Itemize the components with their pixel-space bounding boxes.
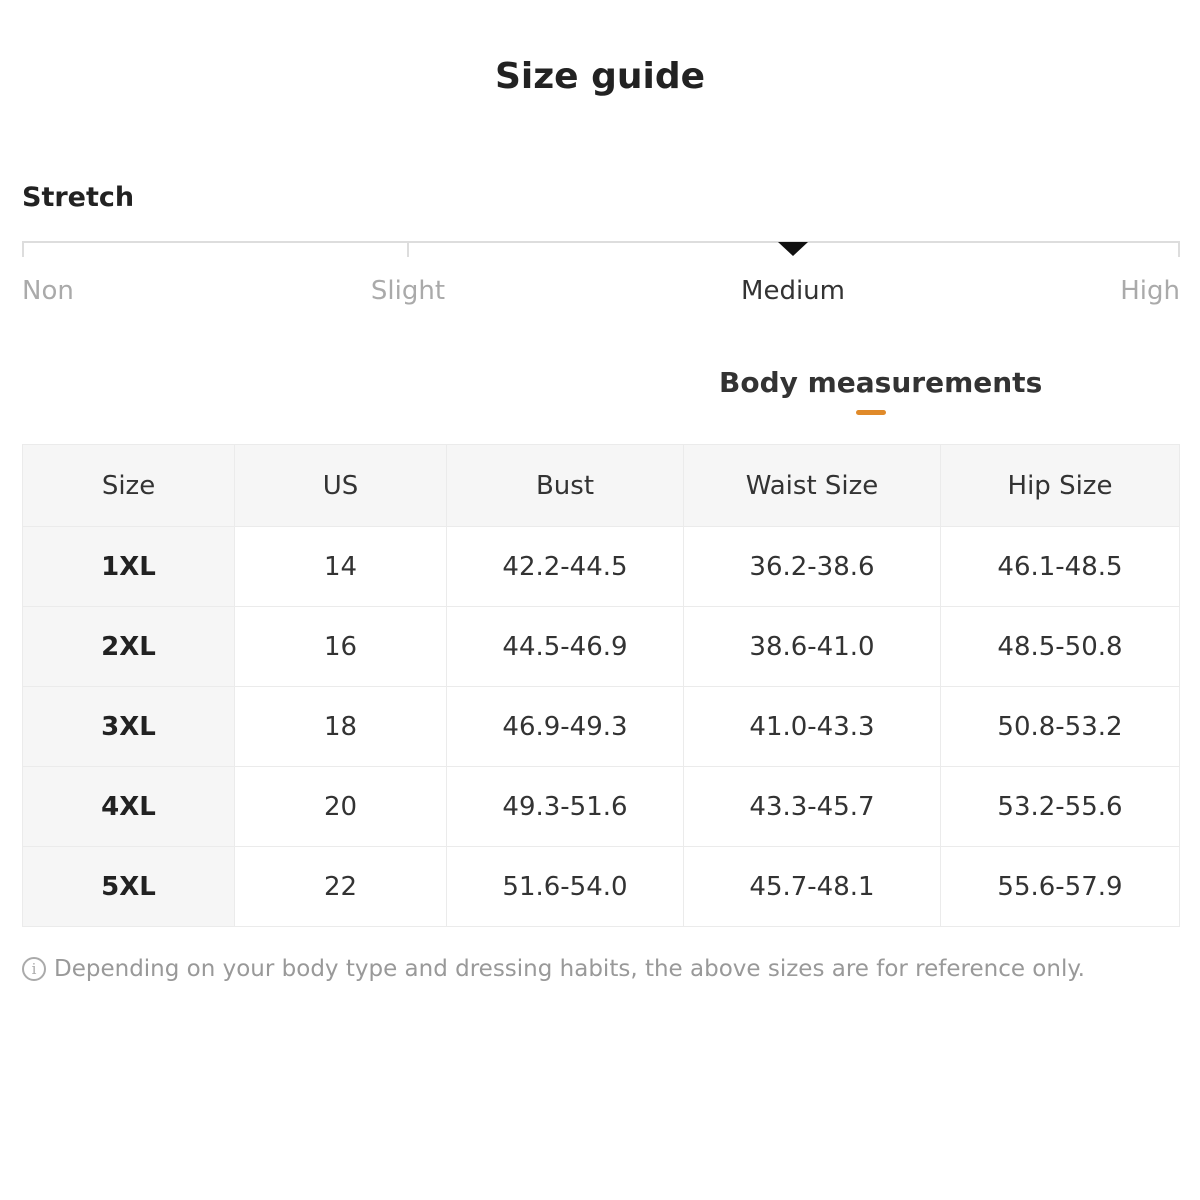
stretch-tick xyxy=(407,241,409,257)
cell-bust: 49.3-51.6 xyxy=(446,766,684,847)
cell-bust: 44.5-46.9 xyxy=(446,606,684,687)
cell-us: 18 xyxy=(234,686,447,767)
note-text: Depending on your body type and dressing… xyxy=(54,956,1085,982)
table-row: 5XL 22 51.6-54.0 45.7-48.1 55.6-57.9 xyxy=(22,846,1180,927)
stretch-level-slight: Slight xyxy=(370,276,446,306)
tab-body-measurements[interactable]: Body measurements xyxy=(719,366,1043,399)
header-size: Size xyxy=(22,444,235,527)
page-title: Size guide xyxy=(494,56,706,97)
cell-hip: 53.2-55.6 xyxy=(940,766,1180,847)
cell-size: 5XL xyxy=(22,846,235,927)
header-bust: Bust xyxy=(446,444,684,527)
info-icon: i xyxy=(22,957,46,981)
cell-size: 1XL xyxy=(22,526,235,607)
stretch-level-medium: Medium xyxy=(741,276,845,306)
cell-size: 3XL xyxy=(22,686,235,767)
reference-note: i Depending on your body type and dressi… xyxy=(22,956,1085,982)
cell-hip: 46.1-48.5 xyxy=(940,526,1180,607)
cell-bust: 46.9-49.3 xyxy=(446,686,684,767)
table-row: 3XL 18 46.9-49.3 41.0-43.3 50.8-53.2 xyxy=(22,686,1180,767)
header-waist: Waist Size xyxy=(683,444,941,527)
cell-bust: 51.6-54.0 xyxy=(446,846,684,927)
cell-waist: 41.0-43.3 xyxy=(683,686,941,767)
stretch-level-high: High xyxy=(1120,276,1180,306)
cell-hip: 48.5-50.8 xyxy=(940,606,1180,687)
cell-size: 4XL xyxy=(22,766,235,847)
header-hip: Hip Size xyxy=(940,444,1180,527)
cell-size: 2XL xyxy=(22,606,235,687)
table-row: 4XL 20 49.3-51.6 43.3-45.7 53.2-55.6 xyxy=(22,766,1180,847)
cell-waist: 43.3-45.7 xyxy=(683,766,941,847)
cell-waist: 45.7-48.1 xyxy=(683,846,941,927)
tab-active-indicator xyxy=(856,410,886,415)
cell-waist: 36.2-38.6 xyxy=(683,526,941,607)
stretch-tick xyxy=(22,241,24,257)
stretch-level-non: Non xyxy=(22,276,74,306)
stretch-label: Stretch xyxy=(22,182,135,213)
cell-waist: 38.6-41.0 xyxy=(683,606,941,687)
table-row: 2XL 16 44.5-46.9 38.6-41.0 48.5-50.8 xyxy=(22,606,1180,687)
stretch-scale-line xyxy=(22,241,1180,243)
size-table: Size US Bust Waist Size Hip Size 1XL 14 42… xyxy=(22,444,1180,927)
cell-bust: 42.2-44.5 xyxy=(446,526,684,607)
cell-hip: 55.6-57.9 xyxy=(940,846,1180,927)
cell-us: 20 xyxy=(234,766,447,847)
cell-hip: 50.8-53.2 xyxy=(940,686,1180,767)
table-header-row: Size US Bust Waist Size Hip Size xyxy=(22,444,1180,527)
stretch-tick xyxy=(1178,241,1180,257)
cell-us: 22 xyxy=(234,846,447,927)
table-row: 1XL 14 42.2-44.5 36.2-38.6 46.1-48.5 xyxy=(22,526,1180,607)
cell-us: 16 xyxy=(234,606,447,687)
header-us: US xyxy=(234,444,447,527)
stretch-marker-icon xyxy=(778,242,808,256)
cell-us: 14 xyxy=(234,526,447,607)
